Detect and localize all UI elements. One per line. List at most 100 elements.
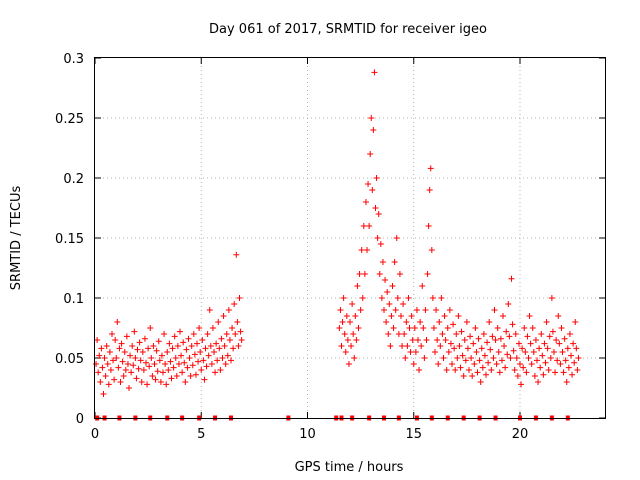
- data-point: [167, 358, 174, 365]
- data-point: [437, 343, 444, 349]
- data-point: [170, 364, 177, 371]
- data-point: [182, 379, 189, 385]
- data-point: [237, 328, 244, 335]
- data-point: [184, 364, 191, 371]
- data-point: [521, 325, 528, 331]
- data-point: [238, 337, 245, 343]
- data-point: [527, 340, 534, 347]
- data-point: [366, 223, 373, 229]
- data-point: [470, 340, 477, 347]
- data-point: [149, 373, 156, 379]
- data-point: [116, 345, 123, 352]
- data-point: [441, 313, 448, 319]
- data-point: [233, 251, 240, 258]
- axis-ticks: 0 0.05 0.1 0.15 0.2 0.25 0.3 0 5 10 15 20: [55, 52, 605, 442]
- data-point: [510, 347, 517, 354]
- data-point: [190, 331, 197, 337]
- data-point: [173, 373, 180, 379]
- data-point: [382, 277, 389, 283]
- data-point: [352, 313, 359, 319]
- data-point: [381, 307, 387, 313]
- data-point: [187, 373, 194, 379]
- data-point: [459, 352, 466, 359]
- data-point: [425, 223, 432, 229]
- data-point: [207, 343, 214, 349]
- data-point: [389, 283, 396, 289]
- data-point: [440, 355, 447, 361]
- y-tick-label: 0.3: [63, 52, 84, 67]
- data-point: [235, 343, 242, 349]
- data-point: [356, 271, 363, 277]
- data-point: [463, 319, 470, 325]
- data-point: [543, 319, 550, 325]
- data-point: [449, 361, 455, 367]
- data-point: [183, 346, 190, 353]
- data-point: [134, 346, 141, 353]
- data-point: [177, 328, 183, 335]
- data-point: [360, 223, 367, 229]
- data-point: [99, 364, 106, 371]
- data-point: [189, 362, 196, 369]
- data-point: [545, 367, 552, 373]
- data-point: [434, 337, 441, 343]
- data-point: [359, 295, 366, 301]
- data-point: [485, 359, 492, 366]
- data-point: [215, 319, 222, 325]
- data-point: [489, 333, 496, 340]
- data-point: [157, 379, 164, 385]
- data-point: [198, 367, 205, 373]
- data-point: [151, 361, 158, 367]
- data-point: [145, 345, 152, 352]
- data-point: [546, 333, 553, 340]
- data-point: [518, 381, 525, 388]
- data-point: [165, 367, 172, 373]
- data-point: [407, 349, 414, 355]
- data-point: [535, 379, 542, 385]
- data-point: [98, 345, 105, 352]
- data-point: [486, 319, 493, 325]
- data-point: [501, 343, 508, 349]
- data-point: [119, 358, 126, 365]
- data-point: [203, 363, 210, 370]
- data-point: [544, 345, 551, 352]
- data-points: [93, 69, 582, 397]
- data-point: [494, 325, 501, 331]
- data-point: [408, 313, 415, 319]
- data-point: [575, 355, 582, 361]
- data-point: [169, 345, 176, 352]
- data-point: [214, 357, 221, 364]
- data-point: [123, 333, 130, 340]
- data-point: [97, 379, 104, 385]
- data-point: [522, 349, 529, 355]
- data-point: [415, 337, 421, 343]
- data-point: [120, 373, 127, 379]
- data-point: [364, 247, 370, 253]
- data-point: [566, 331, 573, 337]
- data-point: [512, 331, 519, 337]
- data-point: [199, 337, 206, 343]
- data-point: [390, 325, 397, 331]
- data-point: [147, 325, 154, 331]
- data-point: [451, 345, 458, 352]
- data-point: [573, 345, 580, 352]
- data-point: [519, 345, 526, 352]
- data-point: [436, 319, 443, 325]
- data-point: [186, 355, 193, 361]
- data-point: [456, 343, 463, 349]
- data-point: [479, 364, 486, 371]
- data-point: [556, 340, 563, 347]
- data-point: [476, 357, 483, 364]
- data-point: [219, 355, 226, 361]
- data-point: [530, 349, 537, 355]
- data-point: [467, 333, 474, 340]
- data-point: [155, 338, 162, 345]
- data-point: [213, 340, 220, 347]
- data-point: [106, 349, 113, 355]
- data-point: [405, 295, 412, 301]
- chart-title: Day 061 of 2017, SRMTID for receiver ige…: [209, 22, 487, 37]
- data-point: [547, 355, 554, 361]
- x-tick-label: 5: [197, 427, 205, 442]
- data-point: [162, 361, 169, 367]
- data-point: [188, 343, 195, 349]
- data-point: [122, 367, 129, 373]
